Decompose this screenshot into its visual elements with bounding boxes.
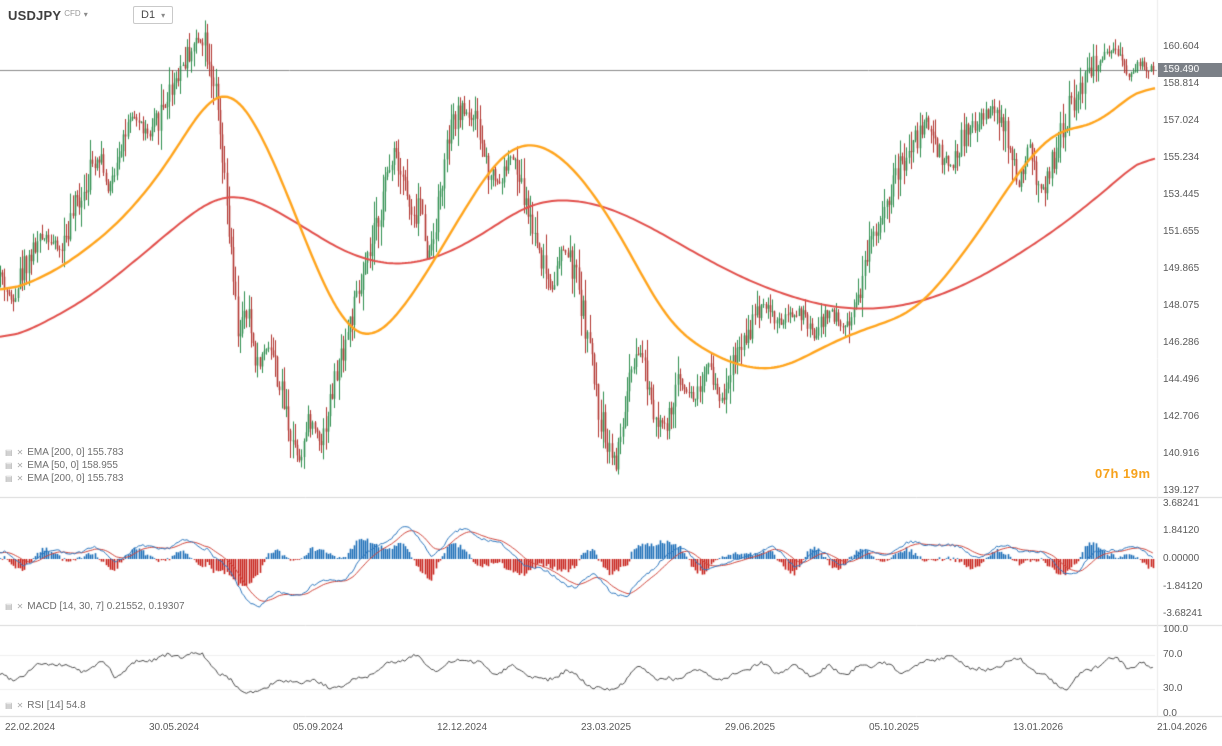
chart-canvas[interactable] (0, 0, 1222, 746)
trading-chart-window: USDJPY CFD ▾ D1 ▾ ▤ ✕ EMA [200, 0] 155.783… (0, 0, 1222, 746)
